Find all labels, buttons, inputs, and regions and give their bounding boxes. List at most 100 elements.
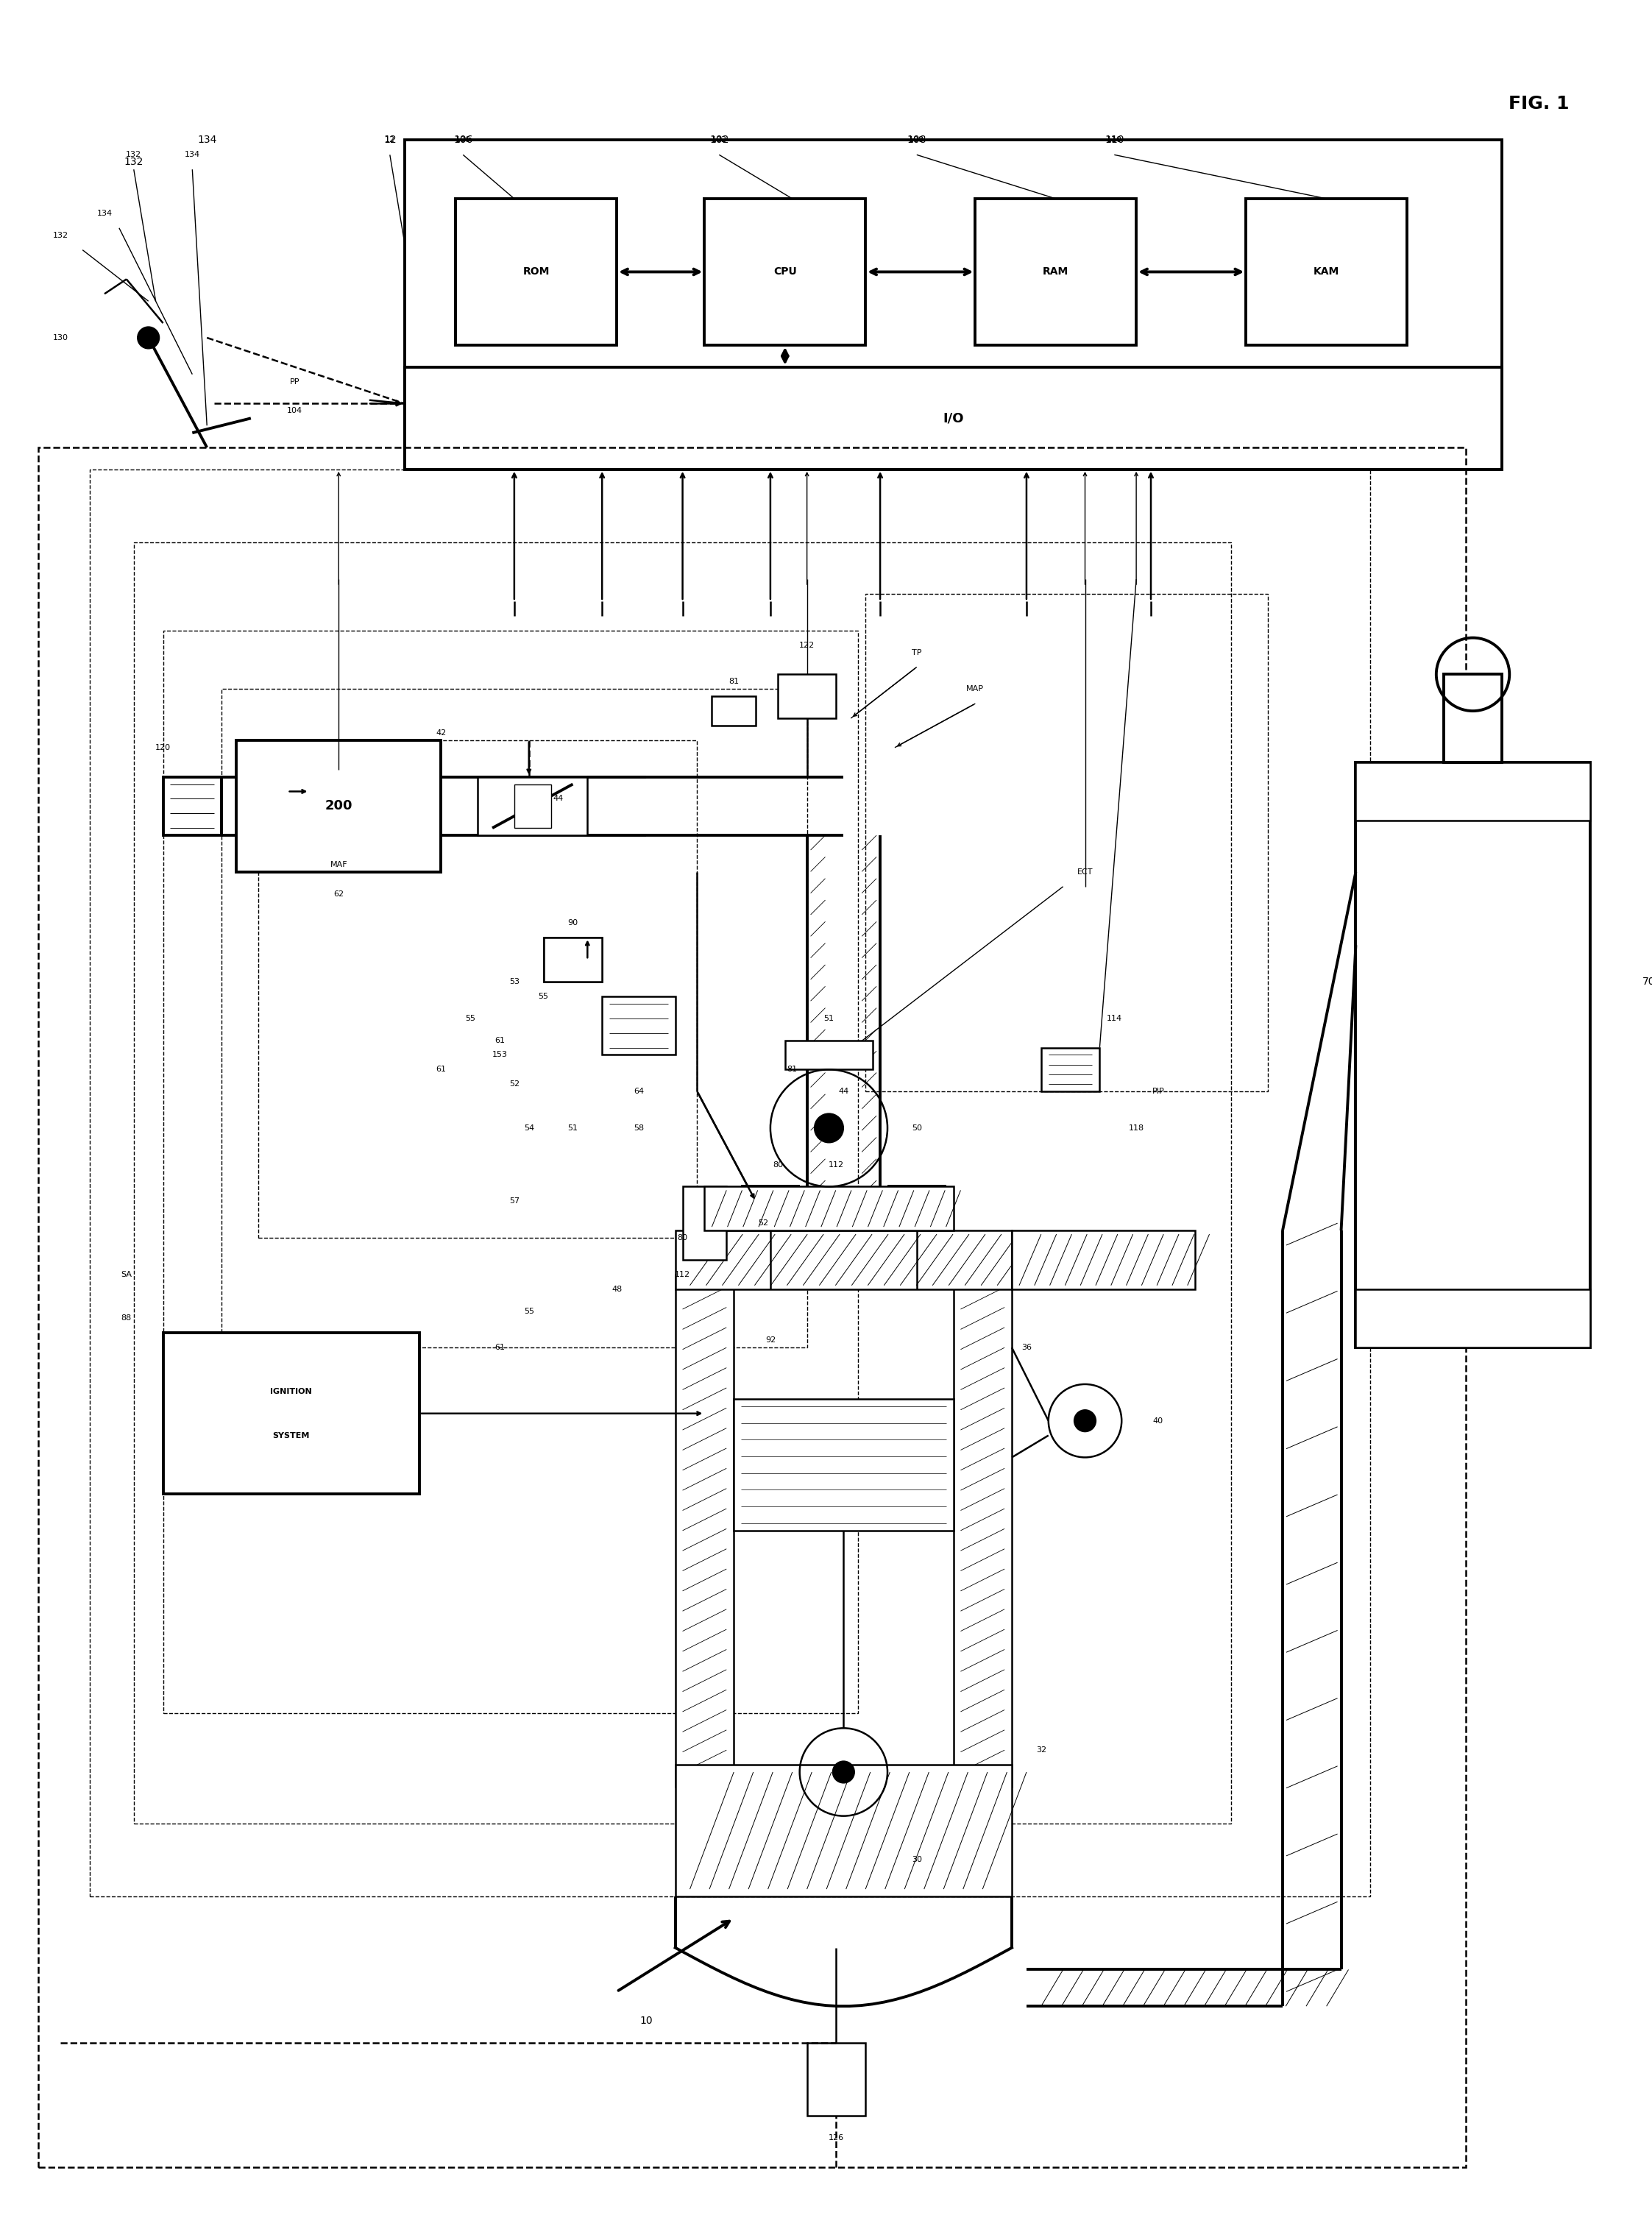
- Text: I/O: I/O: [943, 411, 963, 424]
- Text: 102: 102: [709, 134, 729, 145]
- Text: 80: 80: [677, 1234, 687, 1241]
- Text: 114: 114: [1107, 1016, 1122, 1022]
- Circle shape: [814, 1114, 844, 1143]
- Text: 108: 108: [907, 134, 927, 145]
- Text: 130: 130: [53, 335, 68, 341]
- Text: 110: 110: [1105, 134, 1123, 145]
- Bar: [733, 1399, 953, 1531]
- Bar: [405, 141, 1502, 469]
- Text: 12: 12: [385, 136, 395, 143]
- Text: KAM: KAM: [1313, 268, 1340, 277]
- Bar: [405, 366, 1502, 469]
- Bar: [866, 594, 1269, 1091]
- Text: 110: 110: [1107, 136, 1122, 143]
- Text: RAM: RAM: [1042, 268, 1069, 277]
- Text: 36: 36: [1021, 1344, 1031, 1350]
- Text: 132: 132: [126, 152, 142, 158]
- Bar: [456, 199, 616, 346]
- Circle shape: [137, 326, 159, 348]
- Text: 134: 134: [97, 210, 112, 217]
- Text: 126: 126: [828, 2134, 844, 2143]
- Text: 122: 122: [800, 641, 814, 650]
- Text: 104: 104: [287, 406, 302, 415]
- Bar: [704, 199, 866, 346]
- Bar: [1356, 1290, 1589, 1348]
- Text: 61: 61: [494, 1036, 506, 1045]
- Bar: [309, 777, 368, 835]
- Bar: [544, 937, 601, 982]
- Text: 112: 112: [828, 1161, 844, 1167]
- Bar: [676, 1274, 733, 1786]
- Text: 40: 40: [1153, 1417, 1163, 1424]
- Text: 90: 90: [568, 920, 578, 926]
- Text: 51: 51: [568, 1125, 578, 1132]
- Text: PP: PP: [289, 377, 299, 386]
- Bar: [712, 696, 755, 725]
- Bar: [164, 1333, 420, 1493]
- Bar: [221, 690, 806, 1348]
- Bar: [1444, 674, 1502, 761]
- Text: 32: 32: [1036, 1745, 1046, 1754]
- Text: ECT: ECT: [1077, 868, 1094, 875]
- Circle shape: [1074, 1411, 1095, 1431]
- Bar: [544, 937, 601, 982]
- Text: 153: 153: [492, 1051, 507, 1058]
- Bar: [236, 741, 441, 873]
- Text: 120: 120: [155, 743, 170, 752]
- Bar: [1013, 1230, 1194, 1290]
- Circle shape: [833, 1761, 854, 1783]
- Text: MAF: MAF: [330, 862, 347, 868]
- Text: 92: 92: [765, 1337, 776, 1344]
- Bar: [89, 469, 1371, 1897]
- Bar: [676, 1766, 1013, 1897]
- Text: 53: 53: [509, 978, 519, 984]
- Text: 12: 12: [383, 134, 396, 145]
- Bar: [258, 741, 697, 1239]
- Text: 64: 64: [633, 1087, 644, 1096]
- Text: 55: 55: [466, 1016, 476, 1022]
- Text: 134: 134: [185, 152, 200, 158]
- Text: 52: 52: [509, 1080, 519, 1087]
- Bar: [682, 1187, 727, 1259]
- Text: 106: 106: [456, 136, 471, 143]
- Text: 81: 81: [786, 1067, 798, 1074]
- Text: 70: 70: [1642, 978, 1652, 987]
- Bar: [164, 777, 221, 835]
- Text: 54: 54: [524, 1125, 534, 1132]
- Bar: [134, 542, 1231, 1824]
- Text: 57: 57: [509, 1199, 519, 1205]
- Bar: [975, 199, 1137, 346]
- Text: IGNITION: IGNITION: [271, 1388, 312, 1395]
- Bar: [514, 783, 550, 828]
- Bar: [1356, 761, 1589, 1348]
- Bar: [1246, 199, 1408, 346]
- Text: SYSTEM: SYSTEM: [273, 1431, 309, 1440]
- Bar: [704, 1187, 953, 1230]
- Text: 52: 52: [758, 1219, 768, 1228]
- Bar: [806, 2042, 866, 2116]
- Bar: [785, 1040, 872, 1069]
- Text: 108: 108: [909, 136, 925, 143]
- Text: 58: 58: [633, 1125, 644, 1132]
- Text: FIG. 1: FIG. 1: [1508, 94, 1569, 112]
- Bar: [1356, 761, 1589, 821]
- Text: 200: 200: [325, 799, 352, 812]
- Bar: [676, 1230, 1013, 1290]
- Text: 134: 134: [197, 134, 216, 145]
- Text: 118: 118: [1128, 1125, 1145, 1132]
- Text: 30: 30: [912, 1857, 922, 1864]
- Text: TP: TP: [912, 650, 922, 656]
- Bar: [953, 1274, 1013, 1786]
- Text: 80: 80: [773, 1161, 783, 1167]
- Text: 10: 10: [639, 2015, 653, 2027]
- Bar: [1041, 1047, 1100, 1091]
- Text: PIP: PIP: [1151, 1087, 1165, 1096]
- Text: 50: 50: [912, 1125, 922, 1132]
- Bar: [601, 995, 676, 1056]
- Bar: [38, 446, 1465, 2167]
- Text: 132: 132: [53, 232, 68, 239]
- Text: 132: 132: [124, 156, 144, 167]
- Text: ROM: ROM: [522, 268, 550, 277]
- Text: 61: 61: [436, 1067, 446, 1074]
- Text: 44: 44: [553, 795, 563, 804]
